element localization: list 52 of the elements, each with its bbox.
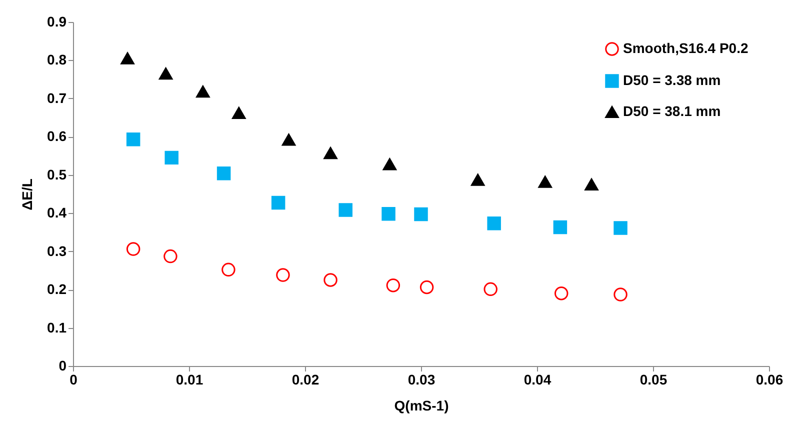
legend-label: D50 = 3.38 mm: [623, 72, 721, 88]
x-tick-label: 0.02: [292, 372, 320, 388]
point: [120, 52, 134, 64]
y-tick-label: 0.5: [47, 166, 67, 182]
y-tick-label: 0.8: [47, 52, 67, 68]
point: [420, 280, 434, 294]
point: [487, 216, 501, 230]
point: [164, 150, 178, 165]
point: [538, 176, 552, 188]
point: [232, 106, 246, 120]
point: [386, 278, 400, 292]
y-tick-label: 0: [58, 358, 67, 374]
point: [382, 207, 396, 221]
point: [470, 174, 485, 186]
legend-label: Smooth,S16.4 P0.2: [623, 40, 748, 56]
x-tick-label: 0.04: [524, 372, 552, 388]
point: [554, 286, 568, 300]
point: [614, 221, 628, 235]
point: [382, 158, 397, 170]
y-axis-title: ΔE/L: [19, 178, 36, 210]
y-tick-label: 0.3: [47, 242, 67, 259]
y-tick-label: 0.6: [47, 128, 67, 144]
point: [196, 86, 210, 98]
point: [126, 242, 140, 256]
point: [584, 178, 598, 190]
point: [216, 166, 231, 180]
legend-label: D50 = 38.1 mm: [623, 103, 721, 119]
y-tick-label: 0.7: [47, 90, 67, 106]
point: [222, 262, 236, 277]
x-tick-label: 0.03: [408, 372, 436, 388]
point: [324, 147, 338, 160]
x-tick-label: 0.01: [176, 372, 204, 388]
point: [158, 68, 173, 80]
point: [282, 134, 296, 146]
y-tick-label: 0.9: [47, 14, 67, 30]
x-tick-label: 0.05: [640, 372, 668, 388]
point: [271, 196, 286, 210]
point: [338, 203, 352, 217]
point: [324, 273, 338, 287]
point: [553, 220, 568, 234]
y-tick-label: 0.2: [47, 281, 67, 298]
point: [484, 282, 498, 296]
x-tick-label: 0: [70, 372, 78, 388]
y-tick-label: 0.4: [47, 204, 67, 221]
point: [414, 207, 428, 222]
x-axis-title: Q(mS-1): [394, 398, 449, 414]
point: [126, 132, 140, 146]
point: [276, 268, 290, 282]
x-tick-label: 0.06: [756, 372, 784, 388]
y-tick-label: 0.1: [47, 319, 67, 336]
point: [614, 288, 628, 302]
point: [164, 249, 178, 264]
